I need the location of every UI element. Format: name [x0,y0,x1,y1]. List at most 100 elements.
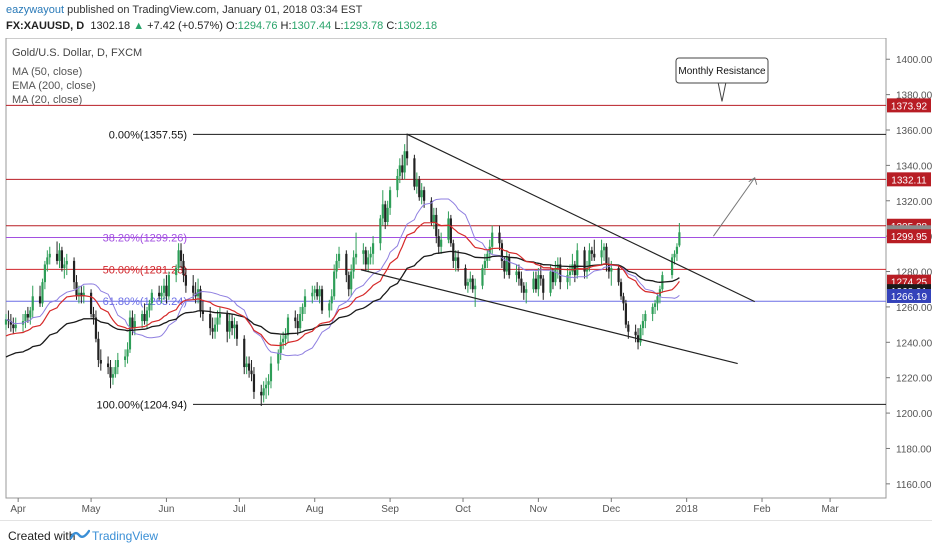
candle-body [150,292,153,304]
candle-body [583,250,586,272]
candle-body [352,257,355,272]
candle-body [415,179,418,187]
candle-body [517,271,521,279]
candle-body [265,384,268,389]
candle-body [607,264,610,272]
price-tag-label: 1299.95 [891,232,928,243]
candle-body [82,292,85,297]
candle-body [471,278,474,290]
price-chart[interactable]: 1400.001380.001360.001340.001320.001300.… [0,38,932,520]
candle-body [401,165,404,173]
tradingview-brand[interactable]: TradingView [92,529,159,543]
candle-body [247,363,251,371]
price-tag [887,288,931,303]
chart-title: Gold/U.S. Dollar, D, FXCM [12,47,142,59]
candle-body [124,356,127,360]
candle-body [537,275,540,290]
candle-body [367,257,370,265]
candle-body [388,190,392,208]
candle-body [675,246,679,254]
candle-body [624,303,627,325]
candle-body [38,296,42,304]
candle-body [313,289,316,293]
candle-body [55,253,59,261]
candle-body [4,319,8,325]
y-tick-label: 1400.00 [896,55,932,66]
candle-body [162,285,166,293]
candle-body [678,232,681,246]
candle-body [503,260,506,272]
candle-body [114,367,117,375]
price-tag [887,98,931,113]
x-tick-label: Oct [455,504,471,515]
candle-body [532,278,535,290]
x-tick-label: Sep [381,504,399,515]
candle-body [644,314,647,322]
x-tick-label: Nov [529,504,547,515]
candle-body [126,349,129,357]
x-tick-label: Aug [306,504,324,515]
last-price: 1302.18 [90,20,131,32]
author-link[interactable]: eazywayout [6,4,65,16]
candle-body [673,253,676,258]
x-tick-label: 2018 [676,504,699,515]
candle-body [430,200,433,222]
candle-body [600,250,603,258]
candle-body [260,391,263,396]
candle-body [522,285,525,293]
candle-body [58,250,61,261]
y-tick-label: 1260.00 [896,303,932,314]
up-arrow-icon: ▲ [133,20,145,32]
candle-body [26,314,29,318]
ma-50-line [5,198,680,357]
candle-body [316,289,319,297]
candle-body [14,324,17,329]
candle-body [245,363,248,368]
candle-body [294,317,297,322]
x-tick-label: Jun [158,504,174,515]
candle-body [230,321,234,329]
y-tick-label: 1200.00 [896,409,932,420]
candle-body [384,204,387,222]
candle-body [515,271,518,276]
y-tick-label: 1320.00 [896,197,932,208]
candle-body [602,246,606,251]
candle-body [617,268,620,283]
fib-level-label: 61.80%(1263.24) [103,296,187,308]
candle-body [423,190,426,201]
candle-body [634,331,637,336]
fib-level-label: 50.00%(1281.23) [103,264,187,276]
candle-body [277,352,280,364]
candle-body [403,151,406,173]
candle-body [469,278,472,283]
callout-pointer [717,81,727,102]
x-tick-label: Mar [821,504,839,515]
candle-body [641,321,645,329]
candle-body [406,151,409,159]
footer-bar: Created with TradingView [0,520,932,551]
candle-body [386,207,389,222]
candle-body [369,253,372,258]
candle-body [182,260,185,276]
candle-body [350,271,353,290]
legend-entry: MA (20, close) [12,94,82,106]
candle-body [145,310,149,322]
candle-body [333,271,336,297]
price-tag [887,172,931,187]
candle-body [354,253,358,258]
candle-body [491,232,494,247]
price-change: +7.42 (+0.57%) [147,20,223,32]
candle-body [111,374,115,378]
y-tick-label: 1360.00 [896,126,932,137]
candle-body [619,282,623,297]
candle-body [639,328,642,343]
candle-body [184,275,187,286]
candle-body [605,246,608,265]
candle-body [89,292,93,314]
candle-body [418,179,421,198]
x-tick-label: Jul [233,504,246,515]
candle-body [593,253,596,258]
candle-body [279,342,282,353]
candle-body [141,314,144,322]
candle-body [226,314,229,332]
